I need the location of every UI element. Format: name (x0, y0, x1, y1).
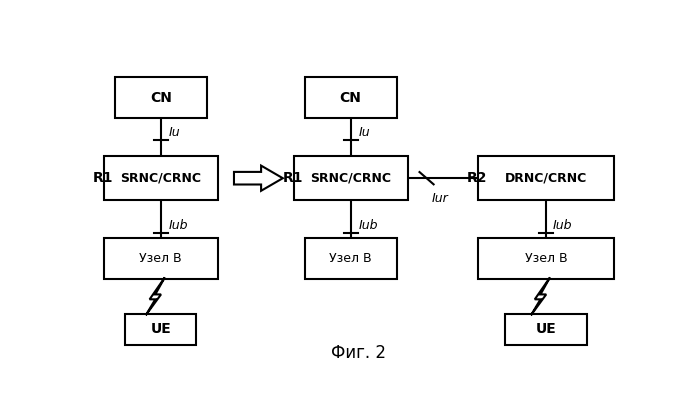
Text: UE: UE (536, 322, 556, 336)
Text: Фиг. 2: Фиг. 2 (331, 344, 386, 362)
Text: R2: R2 (468, 171, 488, 185)
Bar (505, 314, 587, 345)
Polygon shape (234, 166, 283, 191)
Text: Iur: Iur (432, 192, 449, 205)
Bar (104, 156, 218, 200)
Text: Iub: Iub (552, 219, 572, 232)
Bar (294, 156, 407, 200)
Text: R1: R1 (283, 171, 303, 185)
Text: Iub: Iub (169, 219, 188, 232)
Text: DRNC/CRNC: DRNC/CRNC (505, 172, 587, 185)
Text: Узел B: Узел B (139, 252, 182, 265)
Text: UE: UE (150, 322, 171, 336)
Text: R1: R1 (93, 171, 113, 185)
Text: Iu: Iu (169, 126, 181, 139)
Text: Iub: Iub (358, 219, 378, 232)
Polygon shape (531, 277, 550, 315)
Text: CN: CN (150, 91, 171, 105)
Text: SRNC/CRNC: SRNC/CRNC (310, 172, 391, 185)
Polygon shape (146, 277, 164, 315)
Bar (104, 238, 218, 279)
Bar (304, 238, 397, 279)
Bar (115, 77, 207, 118)
Text: Iu: Iu (358, 126, 370, 139)
Text: CN: CN (340, 91, 362, 105)
Bar (125, 314, 196, 345)
Text: Узел B: Узел B (524, 252, 567, 265)
Bar (478, 156, 614, 200)
Text: Узел B: Узел B (329, 252, 372, 265)
Bar (478, 238, 614, 279)
Bar (304, 77, 397, 118)
Text: SRNC/CRNC: SRNC/CRNC (120, 172, 201, 185)
